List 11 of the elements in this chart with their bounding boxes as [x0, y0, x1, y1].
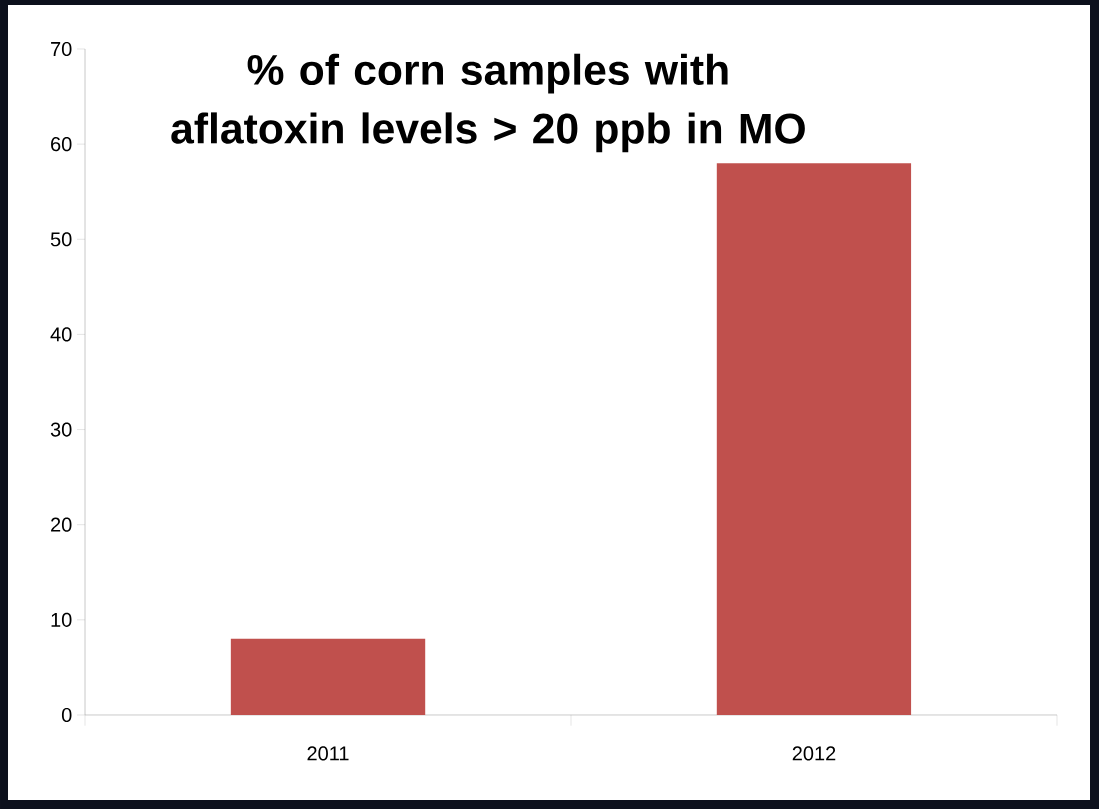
y-tick-label: 10: [51, 612, 72, 627]
x-tick-label: 2011: [307, 746, 349, 761]
y-tick-label: 0: [61, 707, 72, 723]
y-tick-label: 70: [51, 41, 72, 57]
y-tick-label: 60: [51, 137, 72, 152]
y-tick-label: 20: [51, 517, 72, 532]
x-tick-label: 2012: [792, 746, 836, 761]
y-tick-label: 50: [50, 232, 72, 247]
y-tick-label: 30: [50, 422, 72, 437]
text: % of corn samples with aflatoxin levels > 20 ppb in MO: [171, 53, 805, 153]
y-tick-label: 40: [50, 327, 72, 342]
